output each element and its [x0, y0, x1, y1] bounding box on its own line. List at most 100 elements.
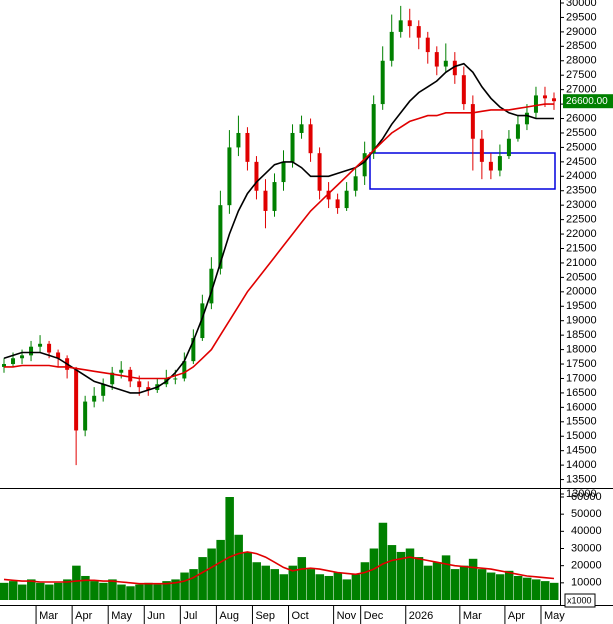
candle-body — [344, 190, 349, 209]
volume-bar — [531, 579, 541, 600]
candle-body — [425, 37, 430, 53]
y-tick-label: 26000 — [566, 112, 597, 124]
moving-average — [4, 103, 554, 380]
candle-body — [227, 147, 232, 206]
volume-bar — [495, 574, 505, 600]
volume-bar — [234, 534, 243, 600]
y-tick-label: 20000 — [566, 286, 597, 298]
y-tick-label: 21000 — [566, 257, 597, 269]
y-tick-label: 24500 — [566, 156, 597, 168]
volume-tick-label: 60000 — [571, 491, 602, 503]
y-tick-label: 19000 — [566, 315, 597, 327]
candle-body — [524, 112, 529, 125]
last-price-box — [563, 94, 613, 109]
candle-body — [173, 378, 178, 380]
y-tick-label: 28000 — [566, 55, 597, 67]
candle-body — [461, 75, 466, 105]
candle-body — [533, 95, 538, 113]
volume-bar — [387, 545, 397, 600]
highlight-zone — [369, 152, 556, 190]
x-tick-label: May — [544, 610, 565, 622]
candle-body — [290, 132, 295, 162]
volume-bar — [297, 557, 307, 600]
candle-body — [371, 104, 376, 154]
candle-body — [380, 60, 385, 105]
x-tick-label: Dec — [364, 610, 384, 622]
volume-bar — [315, 574, 325, 600]
candle-body — [542, 95, 547, 99]
volume-bar — [504, 570, 514, 600]
volume-bar — [450, 569, 460, 600]
candle-body — [552, 98, 556, 102]
candle-body — [209, 268, 214, 304]
volume-bar — [126, 586, 135, 600]
candle-body — [200, 303, 205, 339]
volume-bar — [207, 548, 216, 600]
volume-bar — [288, 565, 298, 600]
y-tick-label: 28500 — [566, 40, 597, 52]
volume-bar — [117, 584, 126, 600]
volume-tick-label: 10000 — [571, 577, 602, 589]
candle-body — [254, 161, 259, 191]
y-tick-label: 19500 — [566, 300, 597, 312]
candle-body — [83, 401, 88, 431]
volume-bar — [144, 582, 153, 600]
volume-bar — [153, 584, 162, 600]
x-tick-label: Mar — [463, 610, 482, 622]
volume-bar — [171, 579, 180, 600]
candle-body — [470, 104, 475, 139]
volume-bar — [550, 582, 559, 600]
candle-body — [452, 60, 457, 76]
y-tick-label: 27500 — [566, 69, 597, 81]
volume-tick-label: 40000 — [571, 525, 602, 537]
volume-bar — [459, 565, 469, 600]
candle-body — [317, 153, 322, 191]
candle-body — [128, 369, 133, 382]
y-tick-label: 24000 — [566, 170, 597, 182]
y-tick-label: 23000 — [566, 199, 597, 211]
candle-body — [407, 20, 412, 27]
candle-body — [110, 372, 115, 385]
candle-body — [11, 358, 16, 365]
candle-body — [236, 132, 241, 148]
volume-bar — [189, 569, 198, 600]
volume-bar — [18, 584, 27, 600]
volume-bar — [414, 557, 424, 600]
volume-bar — [369, 548, 379, 600]
y-tick-label: 25000 — [566, 141, 597, 153]
candle-body — [443, 60, 448, 67]
volume-bar — [270, 569, 279, 600]
candle-body — [506, 138, 511, 157]
y-tick-label: 15500 — [566, 416, 597, 428]
y-tick-label: 15000 — [566, 430, 597, 442]
y-tick-label: 21500 — [566, 242, 597, 254]
y-tick-label: 13000 — [566, 488, 597, 500]
y-tick-label: 18500 — [566, 329, 597, 341]
x-tick-label: Apr — [508, 610, 525, 622]
volume-bar — [72, 565, 81, 600]
x-tick-label: Oct — [292, 610, 309, 622]
candle-body — [497, 156, 502, 171]
candle-body — [56, 352, 61, 359]
volume-bar — [432, 562, 442, 600]
candle-body — [272, 182, 277, 211]
y-tick-label: 14500 — [566, 445, 597, 457]
y-tick-label: 22000 — [566, 228, 597, 240]
unit-box — [564, 593, 596, 608]
candle-body — [218, 205, 223, 269]
candle-body — [335, 199, 340, 209]
volume-bar — [0, 582, 9, 600]
candle-body — [263, 190, 268, 211]
y-tick-label: 16500 — [566, 387, 597, 399]
last-price-label: 26600.00 — [566, 96, 608, 107]
candle-body — [479, 138, 484, 162]
y-tick-label: 18000 — [566, 343, 597, 355]
y-tick-label: 17500 — [566, 358, 597, 370]
volume-bar — [198, 557, 207, 600]
candle-body — [101, 384, 106, 396]
volume-bar — [477, 569, 487, 600]
volume-bar — [405, 548, 415, 600]
volume-bar — [522, 577, 532, 600]
volume-bar — [252, 562, 261, 600]
candle-body — [29, 346, 34, 356]
